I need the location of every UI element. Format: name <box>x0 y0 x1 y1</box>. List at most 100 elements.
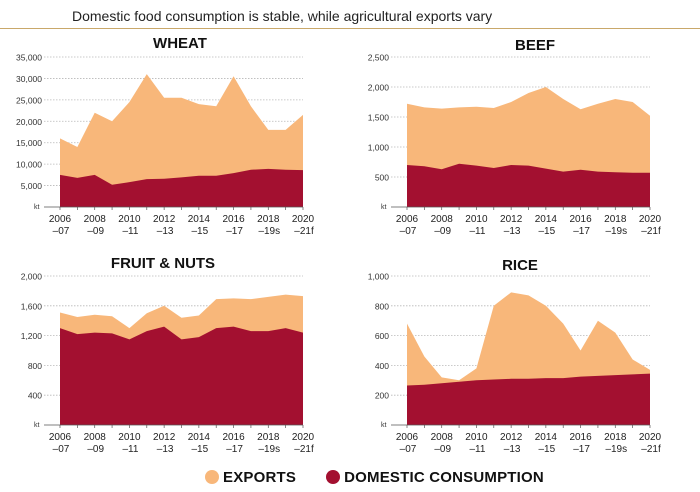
y-unit-label: kt <box>34 422 40 429</box>
legend-swatch-exports <box>205 470 219 484</box>
exports-point <box>111 315 113 317</box>
x-tick-sublabel: –07 <box>400 226 417 237</box>
exports-point <box>76 316 78 318</box>
exports-point <box>493 107 495 109</box>
chart-title: WHEAT <box>153 35 207 52</box>
domestic-point <box>128 181 130 183</box>
domestic-consumption-area <box>60 168 303 207</box>
domestic-point <box>59 174 61 176</box>
x-tick-sublabel: –15 <box>539 226 556 237</box>
exports-point <box>302 295 304 297</box>
header: Domestic food consumption is stable, whi… <box>0 0 700 30</box>
y-tick-label: 20,000 <box>16 117 42 127</box>
x-tick-label: 2010 <box>118 214 141 225</box>
x-tick-label: 2010 <box>465 432 488 443</box>
exports-point <box>250 298 252 300</box>
exports-point <box>631 358 633 360</box>
exports-point <box>198 103 200 105</box>
exports-point <box>406 322 408 324</box>
y-unit-label: kt <box>381 422 387 429</box>
domestic-point <box>631 172 633 174</box>
y-tick-label: 600 <box>375 331 389 341</box>
domestic-point <box>510 378 512 380</box>
x-tick-label: 2016 <box>222 214 245 225</box>
x-tick-label: 2012 <box>500 214 523 225</box>
y-tick-label: 2,000 <box>368 83 390 93</box>
domestic-point <box>631 373 633 375</box>
domestic-point <box>180 176 182 178</box>
exports-point <box>267 296 269 298</box>
y-tick-label: 200 <box>375 391 389 401</box>
y-tick-label: 800 <box>375 301 389 311</box>
exports-point <box>649 369 651 371</box>
x-tick-sublabel: –21f <box>641 444 661 455</box>
domestic-point <box>111 184 113 186</box>
x-tick-label: 2014 <box>188 432 211 443</box>
exports-point <box>475 106 477 108</box>
domestic-point <box>458 381 460 383</box>
domestic-point <box>597 170 599 172</box>
exports-point <box>180 97 182 99</box>
exports-point <box>597 320 599 322</box>
domestic-point <box>406 384 408 386</box>
x-tick-label: 2006 <box>396 214 419 225</box>
y-tick-label: 2,500 <box>368 53 390 63</box>
x-tick-label: 2012 <box>153 432 176 443</box>
x-tick-sublabel: –13 <box>157 444 174 455</box>
y-tick-label: 25,000 <box>16 95 42 105</box>
domestic-point <box>579 375 581 377</box>
chart-rice: 200 400 600 800 1,000 kt 2006–07 2008–09 2010–11… <box>368 257 662 455</box>
x-tick-label: 2016 <box>569 214 592 225</box>
x-tick-label: 2018 <box>604 432 627 443</box>
domestic-point <box>458 163 460 165</box>
domestic-point <box>232 172 234 174</box>
domestic-point <box>527 164 529 166</box>
chart-wheat: 5,000 10,000 15,000 20,000 25,000 30,000 35,00… <box>16 35 315 237</box>
domestic-point <box>250 169 252 171</box>
domestic-point <box>649 372 651 374</box>
domestic-point <box>76 177 78 179</box>
y-tick-label: 500 <box>375 173 389 183</box>
domestic-point <box>562 377 564 379</box>
x-tick-sublabel: –15 <box>192 444 209 455</box>
domestic-point <box>128 338 130 340</box>
domestic-consumption-area <box>407 163 650 207</box>
domestic-point <box>250 330 252 332</box>
x-tick-label: 2020 <box>639 214 662 225</box>
x-tick-label: 2018 <box>257 432 280 443</box>
header-rule <box>0 28 700 29</box>
x-tick-label: 2006 <box>396 432 419 443</box>
y-tick-label: 2,000 <box>21 272 43 282</box>
x-tick-label: 2010 <box>465 214 488 225</box>
x-tick-sublabel: –07 <box>53 444 70 455</box>
exports-point <box>510 291 512 293</box>
legend: EXPORTS DOMESTIC CONSUMPTION <box>205 466 544 488</box>
exports-point <box>562 98 564 100</box>
x-tick-sublabel: –09 <box>87 444 104 455</box>
domestic-point <box>198 175 200 177</box>
x-tick-sublabel: –09 <box>434 226 451 237</box>
x-tick-sublabel: –17 <box>573 226 590 237</box>
domestic-point <box>527 378 529 380</box>
domestic-point <box>441 382 443 384</box>
exports-point <box>614 98 616 100</box>
x-tick-label: 2016 <box>222 432 245 443</box>
domestic-point <box>423 165 425 167</box>
x-tick-sublabel: –11 <box>122 444 138 455</box>
exports-point <box>406 103 408 105</box>
y-tick-label: 30,000 <box>16 74 42 84</box>
exports-point <box>128 327 130 329</box>
exports-point <box>250 105 252 107</box>
domestic-point <box>215 327 217 329</box>
domestic-point <box>562 170 564 172</box>
domestic-point <box>597 375 599 377</box>
domestic-point <box>475 164 477 166</box>
exports-point <box>284 129 286 131</box>
exports-point <box>198 314 200 316</box>
x-tick-label: 2008 <box>84 214 107 225</box>
domestic-point <box>475 379 477 381</box>
exports-point <box>232 75 234 77</box>
legend-label-domestic: DOMESTIC CONSUMPTION <box>344 468 544 486</box>
x-tick-sublabel: –21f <box>294 444 314 455</box>
